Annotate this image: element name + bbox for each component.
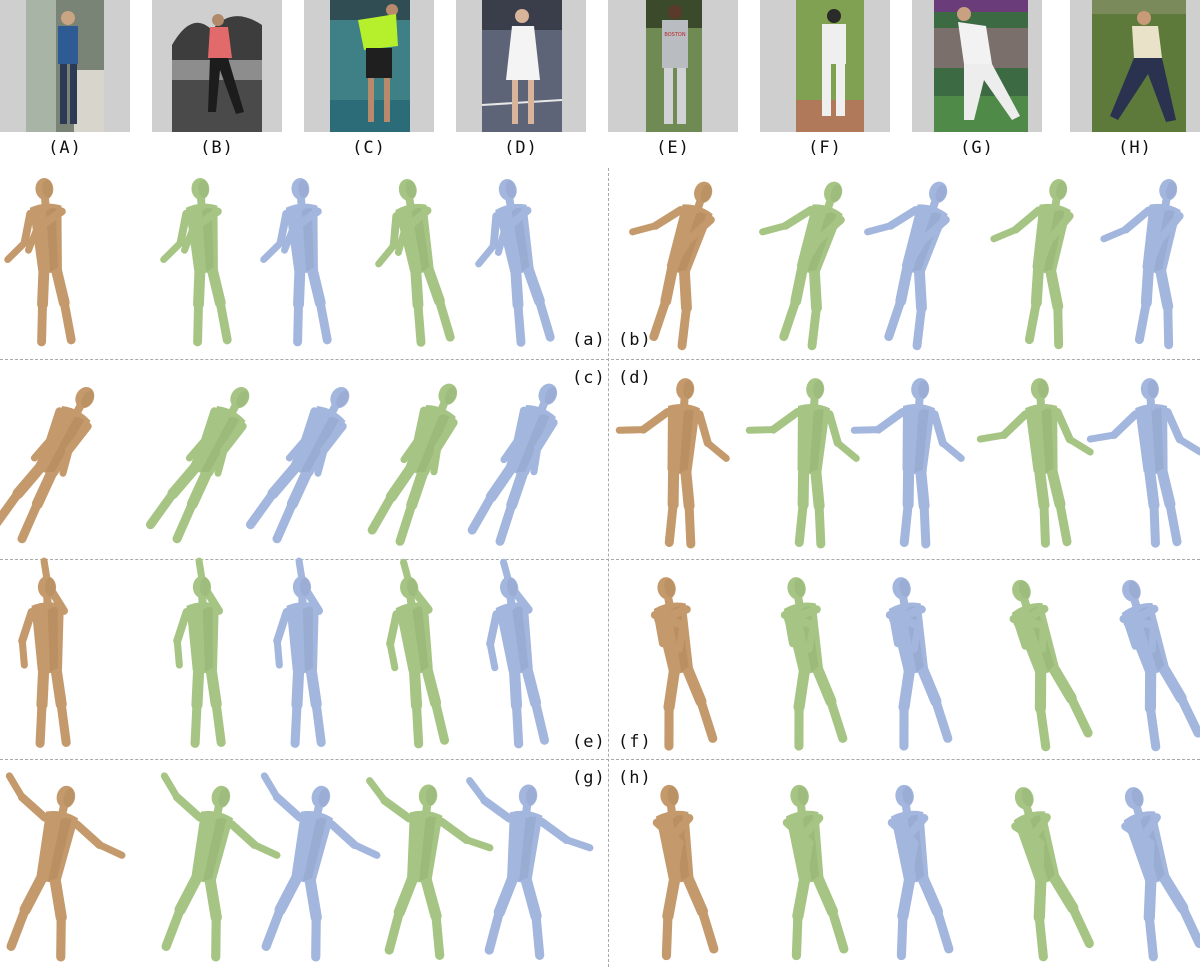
photo-label-d: (D) bbox=[504, 138, 538, 158]
clothed-model-mesh-39 bbox=[1104, 778, 1200, 964]
photo-a bbox=[26, 0, 104, 132]
clothed-model-mesh-17 bbox=[850, 372, 965, 554]
panel-label-a: (a) bbox=[572, 330, 606, 350]
shape-model-mesh-36 bbox=[759, 778, 861, 964]
body-model-mesh-20 bbox=[0, 557, 101, 754]
photo-label-f: (F) bbox=[808, 138, 842, 158]
shape-model-mesh-1 bbox=[156, 172, 255, 352]
photo-cell-b bbox=[152, 0, 282, 132]
panel-label-b: (b) bbox=[618, 330, 652, 350]
shape-model-mesh-26 bbox=[759, 570, 860, 754]
clothed-model-mesh-29 bbox=[1104, 570, 1200, 754]
panel-label-h: (h) bbox=[618, 768, 652, 788]
photo-cell-a bbox=[0, 0, 130, 132]
panel-label-g: (g) bbox=[572, 768, 606, 788]
clothed-model-mesh-37 bbox=[864, 778, 966, 964]
photo-cell-e: BOSTON bbox=[608, 0, 738, 132]
clothed-model-mesh-9 bbox=[1099, 172, 1200, 352]
photo-f bbox=[796, 0, 864, 132]
clothed-model-mesh-7 bbox=[863, 172, 965, 352]
shape-model-mesh-3 bbox=[371, 172, 470, 352]
jersey-text: BOSTON bbox=[664, 32, 685, 38]
body-model-mesh-10 bbox=[0, 372, 100, 554]
shape-model-mesh-33 bbox=[365, 777, 494, 964]
input-photo-strip: (A) (B) (C) (D) BOSTON (E) (F) (G) bbox=[0, 0, 1200, 158]
body-model-mesh-35 bbox=[629, 778, 731, 964]
photo-label-a: (A) bbox=[48, 138, 82, 158]
photo-h bbox=[1092, 0, 1186, 132]
body-model-mesh-25 bbox=[629, 570, 730, 754]
clothed-model-mesh-14 bbox=[467, 372, 570, 554]
photo-label-h: (H) bbox=[1118, 138, 1152, 158]
clothed-model-mesh-4 bbox=[471, 172, 570, 352]
clothed-model-mesh-32 bbox=[254, 772, 381, 964]
photo-label-e: (E) bbox=[656, 138, 690, 158]
photo-cell-c bbox=[304, 0, 434, 132]
panel-label-f: (f) bbox=[618, 732, 652, 752]
body-model-mesh-15 bbox=[615, 372, 730, 554]
shape-model-mesh-13 bbox=[367, 372, 470, 554]
photo-cell-h bbox=[1070, 0, 1200, 132]
photo-g bbox=[934, 0, 1028, 132]
shape-model-mesh-21 bbox=[154, 557, 255, 754]
row-separator-2 bbox=[0, 559, 1200, 560]
clothed-model-mesh-24 bbox=[469, 558, 570, 754]
photo-cell-g bbox=[912, 0, 1042, 132]
clothed-model-mesh-12 bbox=[245, 372, 355, 554]
column-separator bbox=[608, 168, 609, 967]
shape-model-mesh-6 bbox=[758, 172, 860, 352]
clothed-model-mesh-22 bbox=[254, 557, 355, 754]
photo-e: BOSTON bbox=[646, 0, 702, 132]
clothed-model-mesh-27 bbox=[864, 570, 965, 754]
panel-label-c: (c) bbox=[572, 368, 606, 388]
clothed-model-mesh-34 bbox=[465, 777, 594, 964]
body-model-mesh-0 bbox=[0, 172, 99, 352]
shape-model-mesh-31 bbox=[154, 772, 281, 964]
shape-model-mesh-8 bbox=[989, 172, 1095, 352]
panel-label-d: (d) bbox=[618, 368, 652, 388]
body-model-mesh-5 bbox=[628, 172, 730, 352]
row-separator-1 bbox=[0, 359, 1200, 360]
photo-cell-f bbox=[760, 0, 890, 132]
photo-label-b: (B) bbox=[200, 138, 234, 158]
photo-c bbox=[330, 0, 410, 132]
photo-label-g: (G) bbox=[960, 138, 994, 158]
photo-b bbox=[172, 0, 262, 132]
shape-model-mesh-16 bbox=[745, 372, 860, 554]
body-model-mesh-30 bbox=[0, 772, 126, 964]
photo-d bbox=[482, 0, 562, 132]
clothed-model-mesh-2 bbox=[256, 172, 355, 352]
photo-cell-d bbox=[456, 0, 586, 132]
shape-model-mesh-38 bbox=[994, 778, 1096, 964]
row-separator-3 bbox=[0, 759, 1200, 760]
clothed-model-mesh-19 bbox=[1086, 372, 1200, 554]
shape-model-mesh-23 bbox=[369, 558, 470, 754]
panel-label-e: (e) bbox=[572, 732, 606, 752]
shape-model-mesh-18 bbox=[976, 372, 1095, 554]
photo-label-c: (C) bbox=[352, 138, 386, 158]
shape-model-mesh-28 bbox=[994, 570, 1095, 754]
shape-model-mesh-11 bbox=[145, 372, 255, 554]
